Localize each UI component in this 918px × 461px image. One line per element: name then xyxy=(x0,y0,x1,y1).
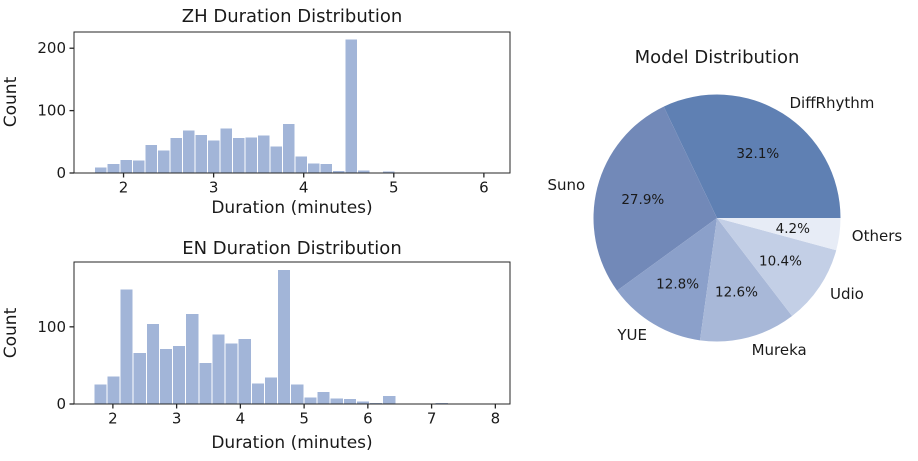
bar xyxy=(185,313,200,405)
bar xyxy=(198,361,213,405)
bar xyxy=(211,333,226,405)
bar xyxy=(269,145,284,174)
pie-pct-label: 27.9% xyxy=(621,192,664,208)
x-tick-label: 7 xyxy=(427,410,437,428)
pie-slice-udio[interactable] xyxy=(717,218,837,317)
bar xyxy=(194,133,208,174)
bar xyxy=(231,136,246,174)
y-tick-label: 200 xyxy=(37,39,66,57)
axes-spines xyxy=(73,31,511,174)
pie-slice-suno[interactable] xyxy=(593,106,717,291)
bar xyxy=(294,155,309,174)
y-tick-label: 100 xyxy=(37,102,66,120)
bar xyxy=(237,337,252,405)
pie-label-diffrhythm: DiffRhythm xyxy=(790,94,875,112)
x-axis-label: Duration (minutes) xyxy=(211,433,372,453)
bar xyxy=(290,383,305,405)
bar xyxy=(106,375,121,405)
bar xyxy=(219,127,233,174)
bar xyxy=(119,288,134,405)
pie-label-suno: Suno xyxy=(547,176,585,194)
bar xyxy=(342,398,357,405)
plot-area: 32.1% DiffRhythm 27.9% Suno 12.8% YUE 12.6% Mur… xyxy=(547,94,902,359)
pie-pct-label: 4.2% xyxy=(776,221,810,237)
zh-duration-histogram: ZH Duration Distribution Duration (minut… xyxy=(1,6,511,218)
pie-slice-others[interactable] xyxy=(717,218,841,251)
bar xyxy=(244,136,258,174)
bar xyxy=(329,397,344,405)
x-tick-label: 2 xyxy=(119,179,129,197)
bar xyxy=(144,143,158,174)
bar xyxy=(93,383,108,405)
bar xyxy=(224,342,239,405)
pie-label-udio: Udio xyxy=(830,285,864,303)
pie-pct-label: 32.1% xyxy=(736,146,779,162)
bar xyxy=(156,149,171,174)
chart-title: EN Duration Distribution xyxy=(182,238,401,259)
pie-label-others: Others xyxy=(852,227,903,245)
bar xyxy=(158,347,174,405)
x-tick-label: 5 xyxy=(389,179,399,197)
bar xyxy=(250,382,265,405)
chart-title: ZH Duration Distribution xyxy=(182,6,403,27)
bar xyxy=(316,391,331,405)
x-axis-label: Duration (minutes) xyxy=(211,198,372,218)
y-tick-label: 0 xyxy=(56,395,66,413)
pie-label-yue: YUE xyxy=(616,326,647,344)
bar xyxy=(303,396,318,405)
pie-slice-diffrhythm[interactable] xyxy=(663,94,841,218)
pie-slice-yue[interactable] xyxy=(617,218,717,341)
y-axis-label: Count xyxy=(1,76,21,127)
x-tick-label: 4 xyxy=(299,179,309,197)
model-distribution-pie: Model Distribution 32.1% DiffRhythm 27.9% S… xyxy=(547,47,902,359)
bar xyxy=(307,162,321,174)
bar xyxy=(132,351,147,405)
chart-title: Model Distribution xyxy=(635,47,800,68)
bar xyxy=(257,134,271,174)
bar xyxy=(277,269,292,405)
x-tick-label: 5 xyxy=(299,410,309,428)
pie-label-mureka: Mureka xyxy=(752,341,807,359)
en-duration-histogram: EN Duration Distribution Duration (minut… xyxy=(1,238,511,453)
bar xyxy=(344,38,359,174)
bar xyxy=(263,376,279,405)
pie-pct-label: 12.8% xyxy=(656,276,699,292)
bar xyxy=(106,163,121,174)
x-tick-label: 2 xyxy=(108,410,118,428)
x-tick-label: 6 xyxy=(479,179,489,197)
bar xyxy=(382,395,397,405)
x-tick-label: 4 xyxy=(236,410,246,428)
x-tick-label: 6 xyxy=(363,410,373,428)
bar xyxy=(169,136,183,174)
y-axis-label: Count xyxy=(1,307,21,358)
plot-area: 2 3 4 5 6 7 8 0 100 xyxy=(37,261,511,428)
bar xyxy=(206,139,221,174)
y-tick-label: 100 xyxy=(37,318,66,336)
bar xyxy=(319,163,334,174)
x-tick-label: 8 xyxy=(491,410,501,428)
axes-spines xyxy=(73,261,511,405)
x-tick-label: 3 xyxy=(209,179,219,197)
y-tick-label: 0 xyxy=(56,164,66,182)
bar xyxy=(145,323,160,405)
pie-slice-mureka[interactable] xyxy=(699,218,793,342)
pie-pct-label: 10.4% xyxy=(759,253,802,269)
bar xyxy=(282,123,296,174)
x-tick-label: 3 xyxy=(172,410,182,428)
plot-area: 2 3 4 5 6 0 100 200 xyxy=(37,31,511,197)
bar xyxy=(172,344,187,405)
bar xyxy=(131,159,146,174)
bar xyxy=(119,158,133,174)
bar xyxy=(94,166,108,174)
pie-pct-label: 12.6% xyxy=(715,285,758,301)
bar xyxy=(181,129,196,174)
